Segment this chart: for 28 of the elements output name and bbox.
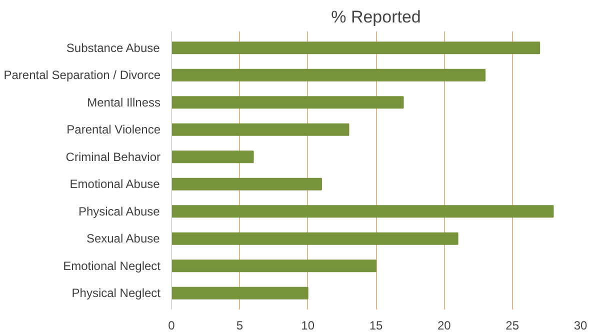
x-tick-label: 30 — [574, 318, 588, 332]
y-tick-label: Physical Neglect — [72, 286, 162, 300]
bar — [172, 260, 376, 272]
x-tick-label: 0 — [168, 318, 176, 332]
y-tick-label: Sexual Abuse — [86, 232, 160, 246]
chart-title: % Reported — [331, 8, 421, 26]
y-tick-label: Emotional Abuse — [70, 177, 160, 192]
bar — [172, 68, 486, 82]
y-tick-label: Emotional Neglect — [63, 258, 162, 273]
y-tick-label: Parental Violence — [66, 122, 161, 137]
x-tick-label: 20 — [437, 318, 452, 332]
x-tick-label: 5 — [236, 318, 244, 332]
y-tick-label: Substance Abuse — [66, 40, 160, 55]
bar — [172, 205, 554, 218]
x-tick-label: 25 — [506, 318, 520, 332]
x-tick-label: 10 — [301, 318, 315, 332]
bar — [172, 178, 322, 190]
bar — [172, 42, 540, 54]
y-tick-label: Physical Abuse — [78, 204, 160, 218]
bar — [172, 150, 254, 164]
bar — [172, 123, 350, 136]
y-tick-label: Mental Illness — [87, 95, 161, 110]
x-tick-label: 15 — [369, 318, 383, 332]
bar — [172, 232, 458, 245]
bar — [172, 96, 404, 109]
y-tick-label: Parental Separation / Divorce — [4, 68, 161, 82]
y-tick-label: Criminal Behavior — [66, 150, 161, 164]
bar — [172, 286, 308, 300]
